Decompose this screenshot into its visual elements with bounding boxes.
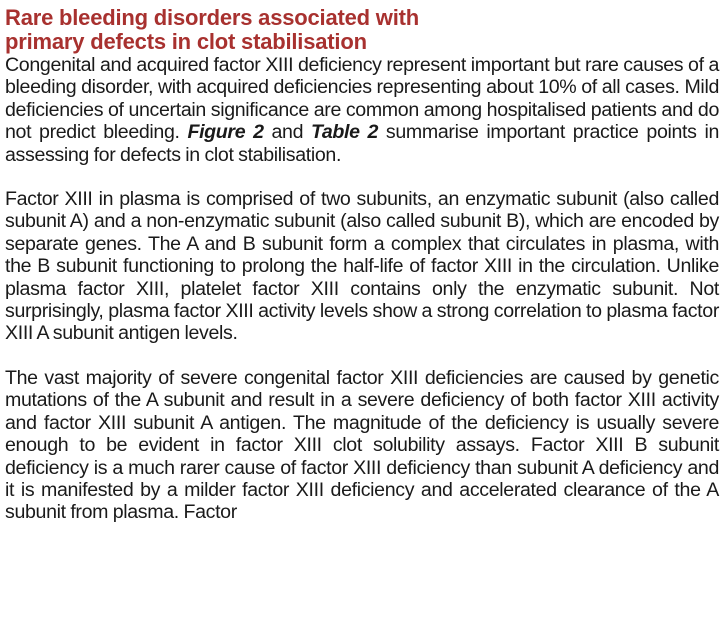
paragraph-1-text-middle: and (263, 121, 311, 144)
section-heading: Rare bleeding disorders associated with … (5, 6, 719, 54)
paragraph-1-text-before: Congenital and acquired factor XIII defi… (5, 54, 719, 144)
paragraph-1-text-after: summarise important practice points in a… (5, 121, 719, 166)
section-heading-line-1: Rare bleeding disorders associated with (5, 5, 419, 30)
section-heading-line-2: primary defects in clot stabilisation (5, 29, 367, 54)
table-2-reference: Table 2 (310, 121, 379, 144)
figure-2-reference: Figure 2 (187, 121, 264, 144)
paragraph-3: The vast majority of severe congenital f… (5, 366, 719, 524)
article-section: Rare bleeding disorders associated with … (5, 6, 719, 524)
paragraph-2: Factor XIII in plasma is comprised of tw… (5, 188, 719, 345)
paragraph-1: Congenital and acquired factor XIII defi… (5, 54, 719, 166)
